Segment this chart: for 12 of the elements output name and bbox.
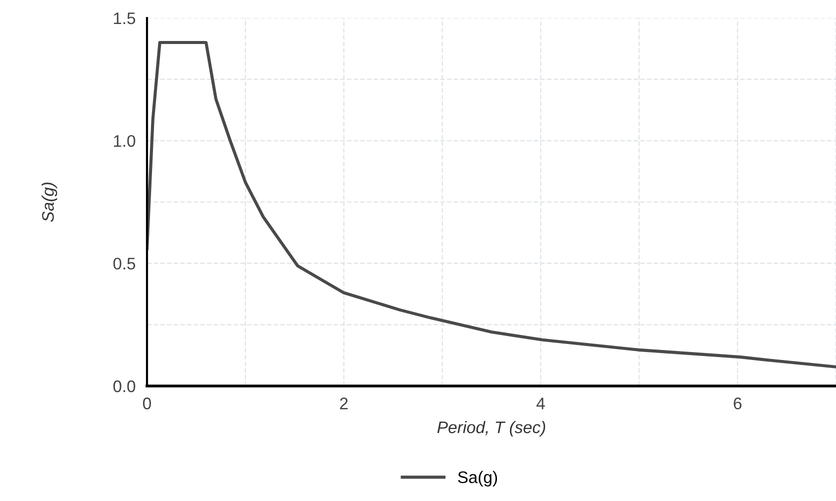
x-tick-label: 0 [143,398,151,410]
x-tick-label: 4 [536,398,545,410]
y-axis-title: Sa(g) [42,182,58,222]
y-tick-label: 0.5 [113,258,136,270]
line-series [147,41,836,368]
x-axis-title: Period, T (sec) [437,420,546,437]
legend-label: Sa(g) [458,470,498,486]
x-tick-label: 2 [340,398,348,410]
y-tick-label: 1.0 [114,135,136,147]
y-tick-label: 0.0 [113,380,136,392]
y-tick-label: 1.5 [114,12,136,24]
x-tick-label: 6 [734,398,742,410]
